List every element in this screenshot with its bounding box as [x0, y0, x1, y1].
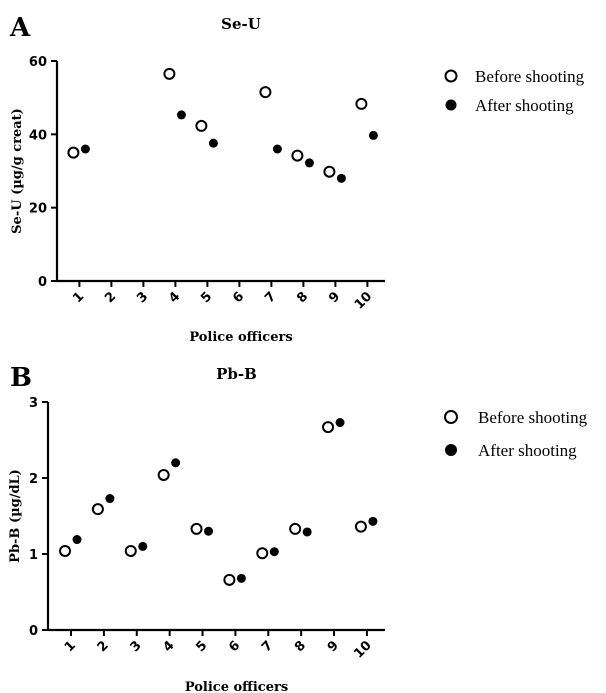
after-shooting-point — [208, 138, 218, 148]
panel-letter: A — [9, 13, 31, 43]
after-shooting-point — [176, 110, 186, 120]
before-shooting-point — [157, 468, 170, 481]
x-tick-label: 5 — [198, 289, 215, 306]
x-tick-label: 8 — [292, 638, 309, 655]
y-tick-label: 40 — [29, 128, 47, 143]
chart-title: Se-U — [221, 15, 261, 33]
x-tick-label: 7 — [259, 638, 276, 655]
x-tick-label: 10 — [352, 289, 375, 312]
after-shooting-point — [105, 494, 115, 504]
before-shooting-point — [259, 86, 272, 99]
x-tick-label: 9 — [326, 289, 343, 306]
chart-title: Pb-B — [216, 365, 257, 383]
legend-label: After shooting — [478, 441, 577, 460]
x-tick-label: 10 — [351, 638, 374, 661]
y-tick-label: 0 — [29, 624, 38, 639]
after-shooting-point — [335, 418, 345, 428]
x-tick-label: 6 — [226, 638, 243, 655]
x-tick-label: 3 — [134, 289, 151, 306]
y-tick-label: 60 — [29, 55, 47, 70]
legend-label: After shooting — [475, 96, 574, 115]
before-shooting-point — [67, 146, 80, 159]
y-tick-label: 3 — [29, 396, 38, 411]
legend-marker — [444, 410, 458, 424]
after-shooting-point — [236, 573, 246, 583]
before-shooting-point — [59, 544, 72, 557]
y-tick-label: 1 — [29, 548, 38, 563]
y-tick-label: 0 — [38, 275, 47, 290]
before-shooting-point — [223, 573, 236, 586]
x-tick-label: 4 — [160, 638, 177, 655]
before-shooting-point — [195, 119, 208, 132]
before-shooting-point — [322, 421, 335, 434]
after-shooting-point — [80, 144, 90, 154]
after-shooting-point — [171, 458, 181, 468]
x-tick-label: 2 — [95, 638, 112, 655]
legend: Before shooting After shooting — [444, 67, 585, 115]
legend-marker — [445, 444, 457, 456]
before-shooting-point — [91, 503, 104, 516]
legend-marker — [444, 69, 458, 83]
before-shooting-point — [190, 522, 203, 535]
x-axis-label: Police officers — [189, 330, 292, 345]
x-tick-label: 6 — [230, 289, 247, 306]
after-shooting-point — [272, 144, 282, 154]
before-shooting-point — [289, 522, 302, 535]
before-shooting-point — [163, 67, 176, 80]
before-shooting-point — [355, 97, 368, 110]
after-shooting-point — [368, 130, 378, 140]
after-shooting-point — [204, 526, 214, 536]
after-shooting-point — [302, 527, 312, 537]
after-shooting-point — [72, 535, 82, 545]
x-axis-label: Police officers — [185, 680, 288, 693]
after-shooting-point — [368, 516, 378, 526]
y-axis-label: Se-U (µg/g creat) — [10, 108, 25, 234]
x-tick-label: 1 — [62, 638, 79, 655]
chart-panel-a: A Se-U 0 20 40 60 1 2 3 4 5 6 7 8 9 10 Police officers Se… — [9, 13, 585, 345]
after-shooting-point — [336, 173, 346, 183]
y-axis-label: Pb-B (µg/dL) — [8, 469, 23, 563]
x-tick-label: 7 — [262, 289, 279, 306]
before-shooting-point — [354, 520, 367, 533]
x-tick-label: 1 — [70, 289, 87, 306]
x-tick-label: 4 — [166, 289, 183, 306]
y-tick-label: 2 — [29, 472, 38, 487]
after-shooting-point — [304, 158, 314, 168]
y-tick-label: 20 — [29, 202, 47, 217]
before-shooting-point — [256, 547, 269, 560]
legend-marker — [445, 99, 457, 111]
legend: Before shooting After shooting — [444, 408, 588, 460]
after-shooting-point — [269, 547, 279, 557]
x-tick-label: 9 — [325, 638, 342, 655]
before-shooting-point — [323, 165, 336, 178]
x-tick-label: 2 — [102, 289, 119, 306]
legend-label: Before shooting — [475, 67, 585, 86]
x-tick-label: 3 — [128, 638, 145, 655]
legend-label: Before shooting — [478, 408, 588, 427]
after-shooting-point — [138, 541, 148, 551]
before-shooting-point — [124, 544, 137, 557]
x-tick-label: 5 — [193, 638, 210, 655]
x-tick-label: 8 — [294, 289, 311, 306]
before-shooting-point — [291, 149, 304, 162]
panel-letter: B — [10, 363, 32, 393]
